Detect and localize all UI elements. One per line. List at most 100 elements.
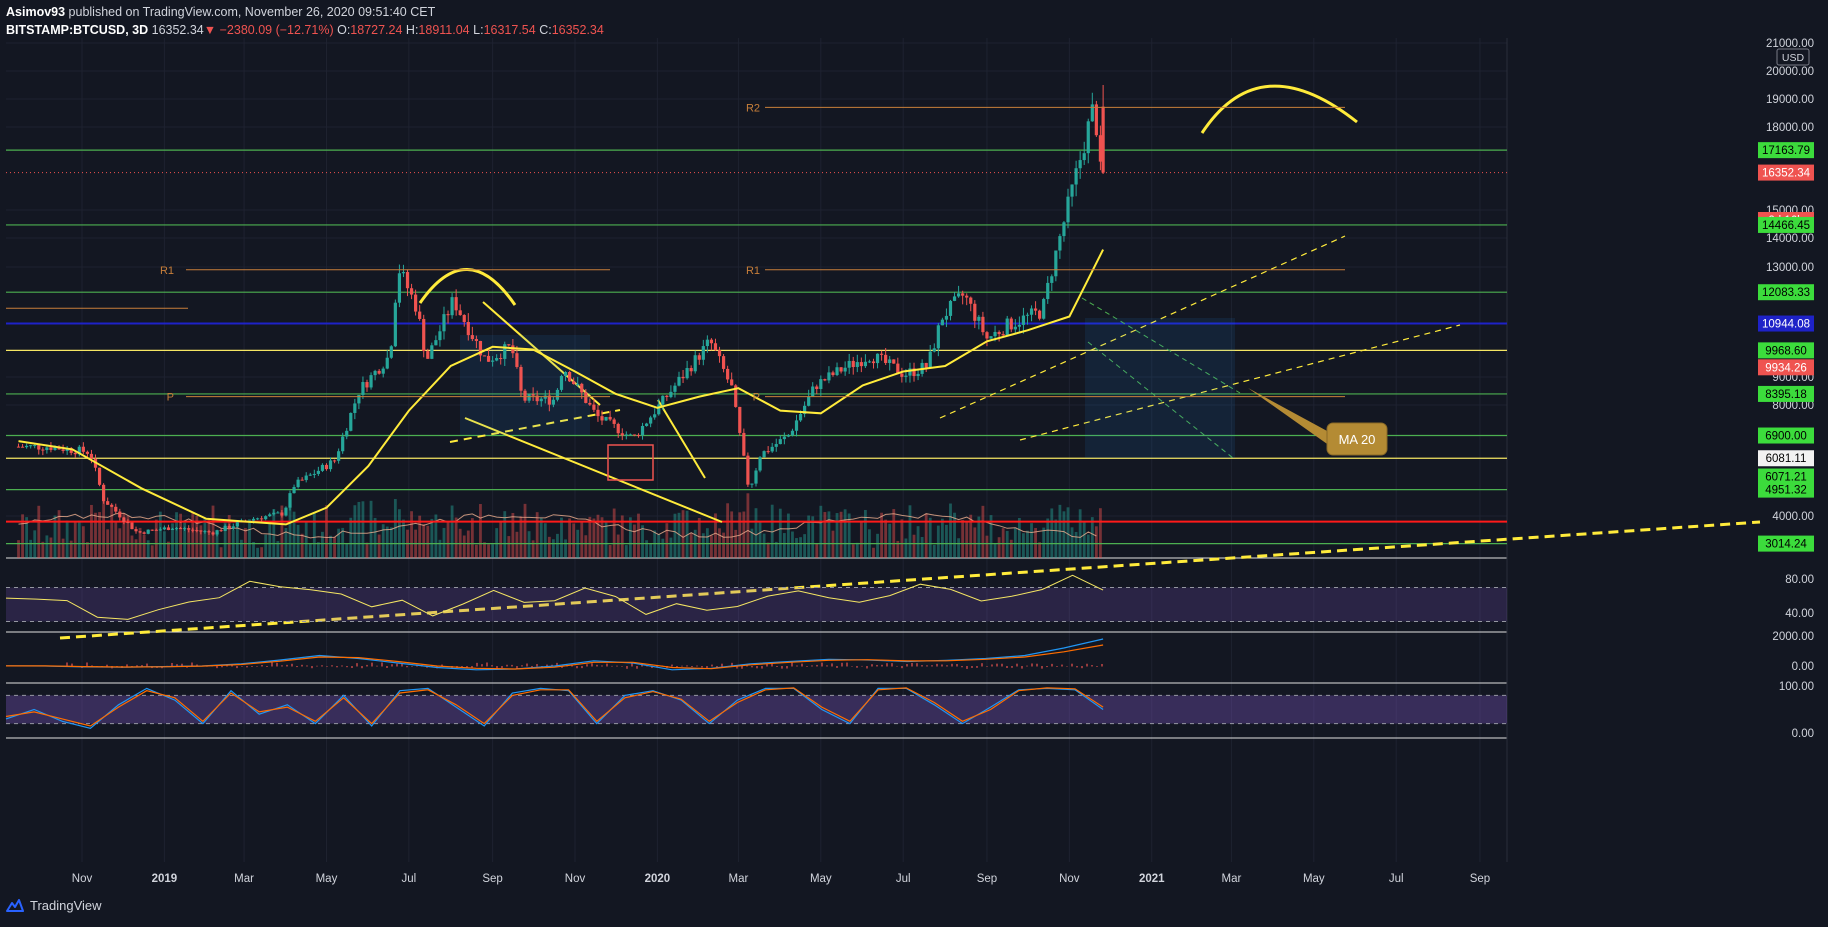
macd-histogram-bar bbox=[586, 664, 588, 667]
macd-histogram-bar bbox=[821, 662, 823, 667]
macd-histogram-bar bbox=[741, 666, 743, 669]
candle-body bbox=[53, 447, 57, 450]
volume-bar bbox=[649, 543, 653, 558]
volume-bar bbox=[701, 533, 705, 558]
stoch-axis-label: 0.00 bbox=[1792, 728, 1814, 740]
high-value: 18911.04 bbox=[418, 23, 470, 37]
volume-bar bbox=[815, 543, 819, 558]
price-label-red: 9934.26 bbox=[1765, 362, 1807, 374]
macd-histogram-bar bbox=[836, 666, 838, 668]
macd-histogram-bar bbox=[386, 666, 388, 668]
time-axis-label: Sep bbox=[1470, 873, 1490, 885]
macd-histogram-bar bbox=[731, 662, 733, 667]
candle-body bbox=[126, 521, 130, 523]
volume-bar bbox=[353, 505, 357, 558]
volume-bar bbox=[325, 505, 328, 558]
volume-bar bbox=[531, 540, 535, 558]
macd-histogram-bar bbox=[1081, 666, 1083, 669]
candle-body bbox=[831, 372, 835, 376]
candle-body bbox=[462, 315, 466, 322]
macd-histogram-bar bbox=[86, 662, 88, 667]
macd-histogram-bar bbox=[401, 663, 403, 667]
macd-histogram-bar bbox=[1071, 663, 1073, 667]
macd-histogram-bar bbox=[926, 665, 928, 667]
volume-bar bbox=[1074, 531, 1078, 558]
volume-bar bbox=[1022, 533, 1025, 558]
candle-body bbox=[701, 346, 705, 360]
macd-histogram-bar bbox=[71, 663, 73, 667]
macd-histogram-bar bbox=[476, 662, 478, 667]
price-label-box bbox=[1758, 427, 1814, 444]
volume-bar bbox=[487, 544, 490, 558]
macd-histogram-bar bbox=[221, 666, 223, 668]
time-axis-label: May bbox=[316, 873, 338, 885]
candle-body bbox=[73, 452, 77, 455]
volume-bar bbox=[462, 535, 466, 558]
volume-bar bbox=[823, 512, 827, 558]
candle-body bbox=[102, 484, 106, 502]
candle-body bbox=[713, 343, 718, 351]
volume-bar bbox=[446, 521, 450, 558]
symbol-name[interactable]: BITSTAMP:BTCUSD, 3D bbox=[6, 23, 149, 37]
candle-body bbox=[636, 435, 641, 437]
volume-bar bbox=[965, 522, 969, 558]
chart-canvas[interactable]: R2 R1 P R1 P MA 20 80.00 40.00 2000.00 0.00 100.… bbox=[0, 0, 1828, 893]
candle-body bbox=[567, 371, 572, 382]
candle-body bbox=[385, 357, 389, 369]
candle-body bbox=[219, 530, 223, 532]
candle-body bbox=[69, 448, 73, 453]
candle-body bbox=[292, 487, 296, 494]
candle-body bbox=[503, 344, 507, 359]
macd-histogram-bar bbox=[606, 663, 608, 667]
macd-histogram-bar bbox=[326, 666, 328, 667]
volume-bar bbox=[653, 530, 657, 558]
volume-bar bbox=[551, 539, 555, 558]
candle-body bbox=[1017, 324, 1021, 327]
candle-body bbox=[1054, 250, 1058, 277]
candle-body bbox=[276, 512, 280, 514]
volume-bar bbox=[774, 541, 778, 558]
author-name[interactable]: Asimov93 bbox=[6, 5, 66, 19]
volume-bar bbox=[859, 521, 863, 558]
candle-body bbox=[657, 404, 661, 415]
price-axis[interactable]: 4000.008000.009000.0013000.0014000.00150… bbox=[1758, 38, 1814, 552]
price-series bbox=[16, 85, 1105, 537]
volume-bar bbox=[896, 540, 900, 558]
candle-body bbox=[499, 358, 503, 360]
volume-bar bbox=[616, 534, 620, 558]
volume-bar bbox=[1099, 508, 1102, 558]
volume-bar bbox=[256, 547, 259, 558]
candle-body bbox=[944, 315, 949, 320]
candle-body bbox=[389, 346, 393, 358]
time-axis[interactable]: Nov 2019 Mar May Jul Sep Nov 2020 Mar May Jul Sep No… bbox=[72, 873, 1490, 885]
candle-body bbox=[223, 525, 227, 532]
macd-histogram-bar bbox=[511, 664, 513, 667]
time-axis-label: Mar bbox=[234, 873, 254, 885]
macd-histogram-bar bbox=[361, 666, 363, 669]
volume-bar bbox=[685, 510, 689, 558]
volume-bar bbox=[689, 533, 693, 558]
volume-bar bbox=[568, 518, 571, 558]
candle-body bbox=[486, 355, 491, 362]
candle-body bbox=[576, 383, 580, 385]
macd-histogram-bar bbox=[771, 662, 773, 667]
volume-bar bbox=[827, 511, 831, 558]
macd-histogram-bar bbox=[1011, 666, 1013, 668]
macd-histogram-bar bbox=[471, 666, 473, 669]
macd-histogram-bar bbox=[441, 664, 443, 667]
macd-histogram-bar bbox=[736, 666, 738, 669]
volume-bar bbox=[831, 530, 835, 558]
annotations[interactable]: MA 20 bbox=[1248, 388, 1388, 456]
candle-body bbox=[284, 507, 288, 516]
macd-histogram-bar bbox=[841, 662, 843, 667]
macd-histogram-bar bbox=[911, 662, 913, 667]
macd-histogram-bar bbox=[271, 662, 273, 667]
macd-histogram-bar bbox=[931, 665, 933, 667]
tradingview-logo[interactable]: TradingView bbox=[6, 898, 102, 913]
candle-body bbox=[337, 451, 341, 461]
volume-bar bbox=[936, 525, 940, 558]
volume-bar bbox=[235, 524, 239, 558]
macd-histogram-bar bbox=[621, 666, 623, 667]
candle-body bbox=[580, 383, 584, 393]
candle-body bbox=[819, 379, 823, 389]
